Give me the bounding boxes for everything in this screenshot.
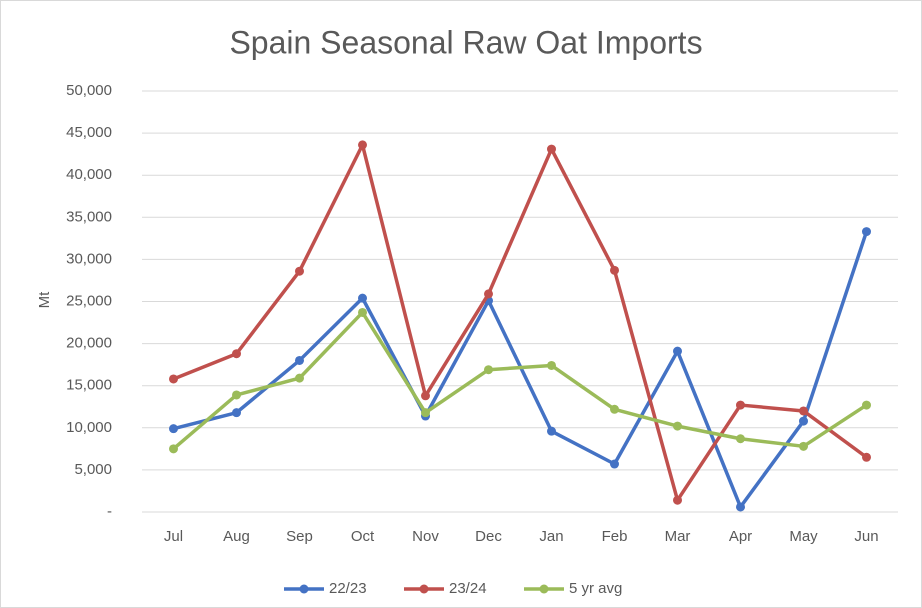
x-tick-label: Jan	[539, 528, 563, 545]
x-tick-label: Apr	[729, 528, 752, 545]
y-tick-label: 10,000	[66, 419, 112, 436]
x-tick-label: Dec	[475, 528, 502, 545]
y-tick-label: -	[107, 503, 112, 520]
x-tick-label: Jun	[854, 528, 878, 545]
data-point	[421, 408, 430, 418]
legend-label: 22/23	[329, 580, 367, 597]
y-tick-label: 45,000	[66, 124, 112, 141]
y-axis-label: Mt	[36, 291, 53, 308]
x-tick-label: Feb	[602, 528, 628, 545]
data-point	[610, 265, 619, 275]
data-point	[799, 441, 808, 451]
y-tick-label: 40,000	[66, 166, 112, 183]
data-point	[295, 373, 304, 383]
data-point	[610, 404, 619, 414]
legend-label: 5 yr avg	[569, 580, 622, 597]
data-point	[736, 434, 745, 444]
data-point	[169, 444, 178, 454]
x-tick-label: Oct	[351, 528, 375, 545]
data-point	[232, 390, 241, 400]
data-point	[673, 346, 682, 356]
data-point	[358, 140, 367, 150]
data-point	[862, 227, 871, 237]
data-point	[358, 293, 367, 303]
y-tick-label: 5,000	[74, 461, 112, 478]
y-tick-label: 20,000	[66, 335, 112, 352]
data-point	[610, 459, 619, 469]
data-point	[736, 502, 745, 512]
y-tick-label: 30,000	[66, 250, 112, 267]
x-tick-label: Sep	[286, 528, 313, 545]
data-point	[232, 408, 241, 418]
data-point	[799, 406, 808, 416]
data-point	[421, 391, 430, 401]
data-point	[547, 426, 556, 436]
x-tick-label: Aug	[223, 528, 250, 545]
data-point	[358, 307, 367, 317]
data-point	[673, 421, 682, 431]
data-point	[169, 424, 178, 434]
series-line	[172, 143, 868, 502]
x-tick-label: Nov	[412, 528, 439, 545]
data-point	[862, 400, 871, 410]
y-tick-label: 15,000	[66, 377, 112, 394]
data-point	[736, 400, 745, 410]
data-point	[862, 452, 871, 462]
data-point	[799, 416, 808, 426]
legend-marker	[539, 584, 549, 594]
data-point	[547, 144, 556, 154]
data-point	[295, 355, 304, 365]
data-point	[169, 374, 178, 384]
chart-title: Spain Seasonal Raw Oat Imports	[229, 24, 702, 60]
legend-label: 23/24	[449, 580, 487, 597]
data-point	[547, 360, 556, 370]
data-point	[295, 266, 304, 276]
data-point	[484, 289, 493, 299]
y-tick-label: 35,000	[66, 208, 112, 225]
x-tick-label: May	[789, 528, 818, 545]
data-point	[484, 365, 493, 375]
legend-marker	[419, 584, 429, 594]
data-point	[232, 349, 241, 359]
y-tick-label: 25,000	[66, 292, 112, 309]
data-point	[673, 495, 682, 505]
x-tick-label: Jul	[164, 528, 183, 545]
y-tick-label: 50,000	[66, 82, 112, 99]
x-tick-label: Mar	[665, 528, 691, 545]
legend-marker	[299, 584, 309, 594]
series-line	[172, 310, 868, 451]
